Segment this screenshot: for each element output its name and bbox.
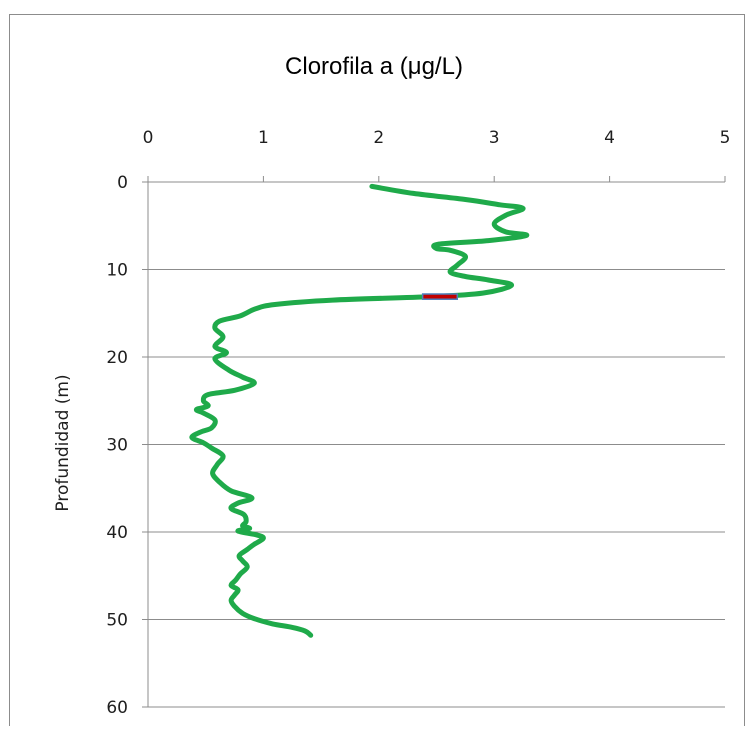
y-tick-label-3: 30 [106,436,128,456]
axes [142,176,726,708]
y-tick-label-4: 40 [106,523,128,543]
y-tick-label-6: 60 [106,698,128,718]
chart-title: Clorofila a (μg/L) [285,53,463,80]
x-tick-label-4: 4 [604,128,615,148]
y-axis-label: Profundidad (m) [53,374,73,511]
x-tick-label-1: 1 [258,128,269,148]
y-tick-label-1: 10 [106,261,128,281]
series-line-0 [189,183,530,638]
y-tick-label-0: 0 [117,173,128,193]
series-group [189,183,530,638]
x-tick-label-0: 0 [143,128,154,148]
x-tick-label-2: 2 [373,128,384,148]
annotation-marker-0 [421,293,459,300]
chart-frame [9,14,745,726]
annotations [421,293,459,300]
gridlines [148,269,725,708]
x-tick-label-5: 5 [720,128,731,148]
x-tick-label-3: 3 [489,128,500,148]
y-tick-label-2: 20 [106,348,128,368]
y-tick-label-5: 50 [106,611,128,631]
tick-labels: 0 10 20 30 40 50 60 0 1 2 3 4 5 [106,128,730,718]
